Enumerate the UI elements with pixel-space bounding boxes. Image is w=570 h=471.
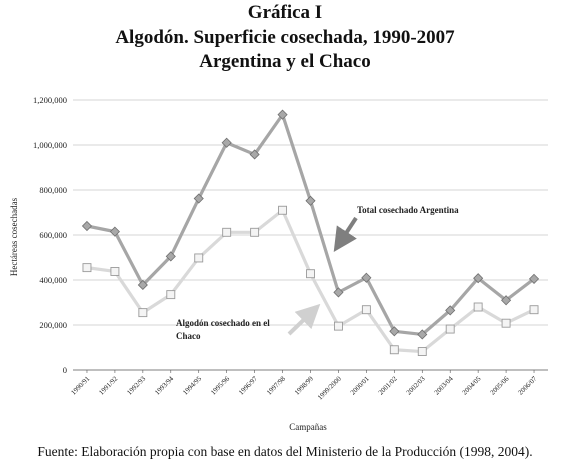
series-line-1 — [86, 113, 536, 337]
data-point-diamond — [193, 193, 204, 204]
x-tick-label: 2005/06 — [489, 374, 511, 396]
annotation-chaco-label-line2: Chaco — [176, 331, 201, 341]
chart-subtitle: Argentina y el Chaco — [199, 51, 371, 72]
data-point-square — [417, 347, 427, 356]
data-point-diamond — [109, 226, 120, 237]
x-tick-label: 1998/99 — [293, 374, 315, 396]
data-point-square — [389, 345, 399, 355]
series-line-2 — [86, 208, 535, 354]
data-point-square — [306, 269, 315, 279]
x-tick-label: 1997/98 — [265, 374, 287, 396]
source-note: Fuente: Elaboración propia con base en d… — [37, 444, 533, 459]
annotation-argentina-arrow — [333, 216, 358, 253]
data-point-square — [278, 205, 288, 215]
data-point-diamond — [277, 109, 288, 120]
x-tick-label: 1992/93 — [125, 374, 147, 396]
data-point-diamond — [501, 295, 512, 306]
data-point-diamond — [528, 273, 540, 284]
y-tick-label: 0 — [63, 365, 67, 375]
chart-title: Algodón. Superficie cosechada, 1990-2007 — [115, 27, 455, 48]
annotation-argentina-label: Total cosechado Argentina — [357, 205, 459, 215]
data-point-square — [529, 305, 539, 315]
data-point-square — [250, 227, 260, 237]
data-point-square — [110, 267, 120, 276]
data-point-diamond — [81, 220, 93, 232]
y-tick-label: 800,000 — [39, 185, 67, 195]
x-tick-label: 1990/91 — [69, 374, 91, 396]
y-tick-label: 1,000,000 — [33, 140, 67, 150]
data-point-square — [333, 321, 343, 331]
data-point-diamond — [165, 251, 176, 262]
y-tick-label: 200,000 — [39, 320, 67, 330]
data-point-diamond — [389, 326, 400, 337]
data-point-diamond — [249, 149, 260, 160]
y-axis-ticks: 0 200,000 400,000 600,000 800,000 1,000,000 1,… — [33, 95, 67, 375]
y-axis-label: Hectáreas cosechadas — [9, 197, 19, 276]
series-markers — [81, 109, 540, 356]
x-tick-label: 2000/01 — [349, 374, 371, 396]
y-tick-label: 600,000 — [39, 230, 67, 240]
data-point-diamond — [473, 273, 484, 284]
data-point-square — [194, 253, 204, 263]
x-axis-label: Campañas — [289, 422, 327, 432]
y-tick-label: 400,000 — [39, 275, 67, 285]
x-tick-label: 2001/02 — [377, 374, 399, 396]
annotation-chaco-label-line1: Algodón cosechado en el — [176, 318, 270, 328]
data-point-square — [445, 324, 455, 334]
gridlines — [73, 99, 548, 326]
data-point-square — [473, 302, 483, 312]
x-tick-label: 1996/97 — [237, 374, 259, 396]
x-tick-label: 2002/03 — [405, 374, 427, 396]
x-tick-label: 1991/92 — [97, 374, 119, 396]
x-tick-label: 1993/94 — [153, 374, 175, 396]
data-point-diamond — [417, 329, 428, 340]
x-tick-label: 2004/05 — [461, 374, 483, 396]
x-tick-label: 2003/04 — [433, 374, 455, 396]
data-point-square — [361, 305, 371, 315]
data-point-diamond — [221, 137, 232, 148]
data-point-square — [166, 290, 176, 300]
x-tick-label: 1994/95 — [181, 374, 203, 396]
x-tick-label: 1999/2000 — [316, 374, 343, 401]
data-point-diamond — [137, 279, 148, 291]
data-point-square — [222, 227, 232, 237]
y-tick-label: 1,200,000 — [33, 95, 67, 105]
x-axis-ticks: 1990/91 1991/92 1992/93 1993/94 1994/95 1995/… — [69, 370, 539, 402]
figure-label: Gráfica I — [247, 2, 323, 23]
data-point-diamond — [445, 305, 456, 316]
data-point-square — [501, 318, 511, 328]
line-chart: 0 200,000 400,000 600,000 800,000 1,000,000 1,… — [9, 95, 548, 432]
data-point-diamond — [361, 272, 372, 283]
data-point-diamond — [333, 287, 344, 298]
x-tick-label: 1995/96 — [209, 374, 231, 396]
data-point-square — [82, 263, 92, 273]
data-point-diamond — [305, 195, 316, 206]
annotation-chaco-arrow — [287, 303, 321, 336]
data-point-square — [138, 308, 148, 318]
x-tick-label: 2006/07 — [517, 374, 539, 396]
